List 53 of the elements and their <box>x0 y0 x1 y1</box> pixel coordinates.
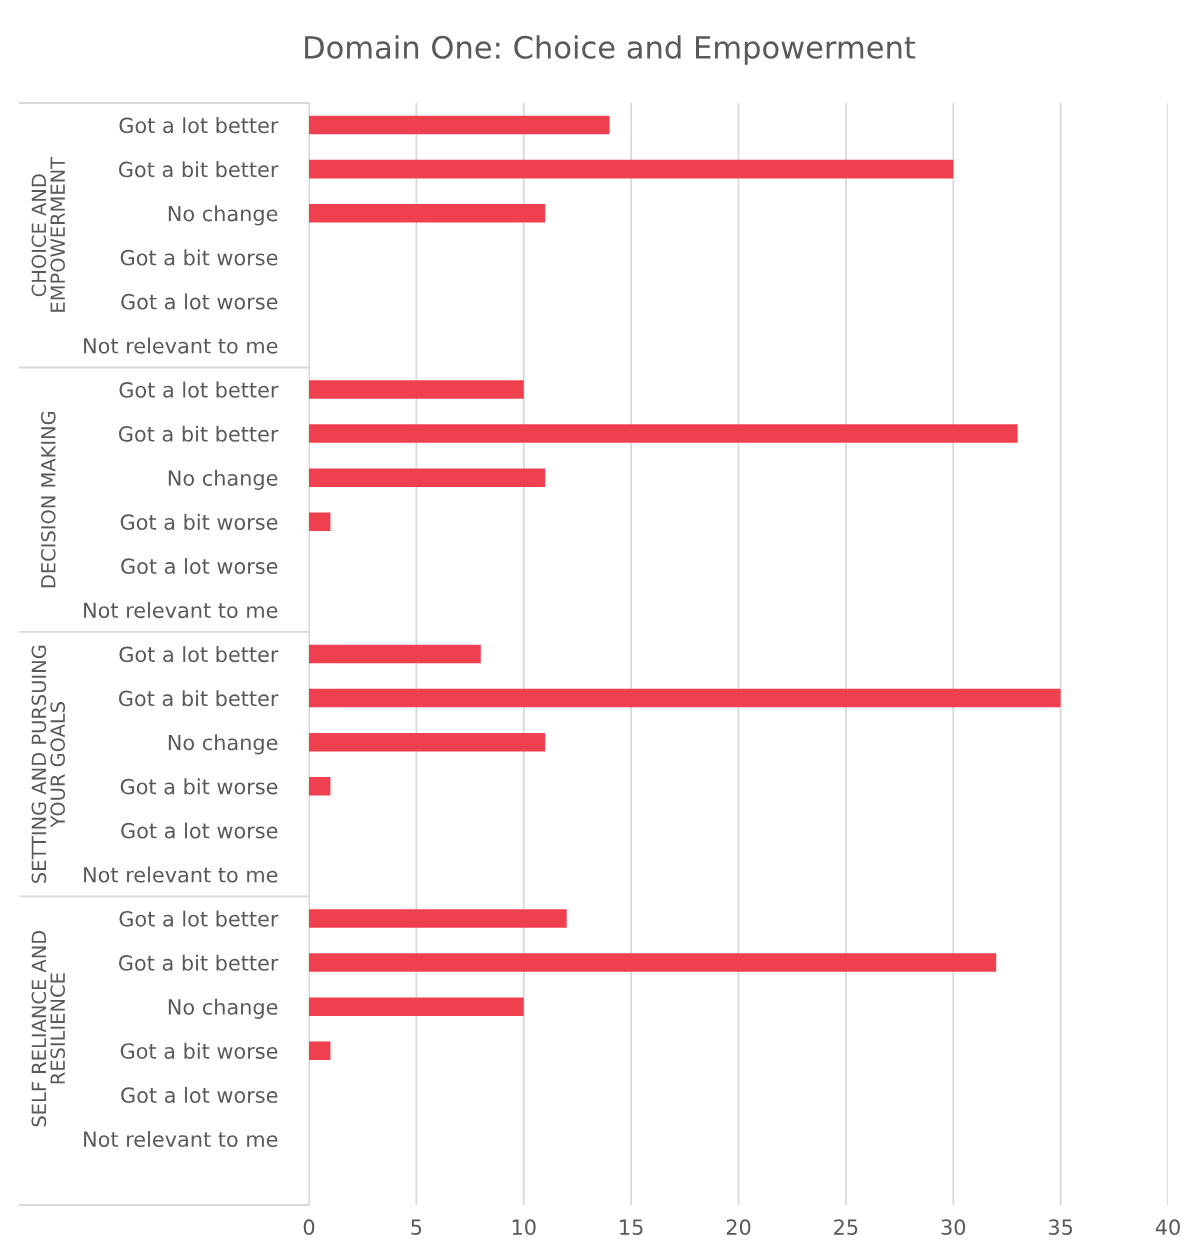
y-tick-label: No change <box>168 998 278 1019</box>
y-tick-label: Not relevant to me <box>84 866 278 883</box>
x-tick-label: 0 <box>303 1219 315 1236</box>
y-tick-label: Got a bit better <box>118 161 279 178</box>
y-tick-label: Not relevant to me <box>84 337 278 354</box>
y-tick-label: Got a lot better <box>119 117 279 134</box>
y-tick-label: Got a bit worse <box>120 1042 278 1059</box>
y-tick-label: No change <box>168 734 278 755</box>
y-tick-label: Got a bit better <box>118 954 279 971</box>
y-tick-label: Not relevant to me <box>84 1130 278 1148</box>
x-tick-label: 5 <box>411 1219 422 1236</box>
x-tick-label: 35 <box>1048 1219 1073 1236</box>
y-tick-label: Got a bit better <box>118 425 279 442</box>
x-tick-label: 40 <box>1155 1219 1180 1236</box>
x-tick-label: 25 <box>834 1219 858 1236</box>
y-tick-label: Got a bit worse <box>120 778 278 795</box>
bar <box>309 380 524 399</box>
bar <box>309 468 546 487</box>
y-tick-label: Got a lot worse <box>121 1086 278 1104</box>
bar <box>309 115 610 135</box>
bar <box>309 953 997 972</box>
y-tick-label: Got a bit better <box>118 690 279 707</box>
y-tick-label: Got a lot worse <box>121 557 278 575</box>
bar <box>309 997 524 1016</box>
bar <box>309 203 546 223</box>
bar <box>309 159 954 179</box>
y-tick-label: Got a lot worse <box>121 822 278 839</box>
bar <box>309 688 1061 708</box>
y-tick-label: Got a lot better <box>119 381 279 398</box>
bar <box>309 512 331 532</box>
y-tick-label: Got a lot better <box>119 910 279 927</box>
y-tick-label: Got a bit worse <box>120 513 278 530</box>
y-tick-label: Got a bit worse <box>120 249 278 266</box>
bar <box>309 776 331 796</box>
y-tick-label: Got a lot better <box>119 646 279 663</box>
text: SELF RELIANCE AND RESILIENCE <box>31 930 66 1127</box>
chart-title: Domain One: Choice and Empowerment <box>305 35 916 65</box>
x-tick-label: 30 <box>941 1219 966 1236</box>
bar <box>309 909 567 928</box>
y-tick-label: Not relevant to me <box>84 602 278 619</box>
y-tick-label: No change <box>168 469 278 490</box>
text: SETTING AND PURSUING YOUR GOALS <box>31 645 66 883</box>
bar <box>309 644 481 664</box>
x-tick-label: 15 <box>620 1219 643 1236</box>
bar <box>309 424 1018 443</box>
text: DECISION MAKING <box>40 411 56 588</box>
y-tick-label: Got a lot worse <box>121 293 278 310</box>
x-tick-label: 20 <box>726 1219 751 1236</box>
y-tick-label: No change <box>168 205 278 226</box>
text: CHOICE AND EMPOWERMENT <box>31 156 66 312</box>
bar <box>309 732 546 752</box>
bar <box>309 1041 331 1060</box>
x-tick-label: 10 <box>512 1219 536 1236</box>
